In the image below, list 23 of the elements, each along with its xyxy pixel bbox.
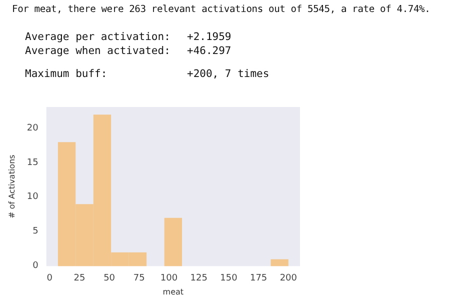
x-tick-label: 125 xyxy=(190,274,208,284)
x-tick-label: 50 xyxy=(104,274,116,284)
y-tick-label: 20 xyxy=(26,123,39,134)
x-tick-label: 150 xyxy=(220,274,238,284)
y-tick-label: 15 xyxy=(26,158,38,168)
y-tick-label: 0 xyxy=(32,261,39,272)
x-tick-label: 100 xyxy=(160,274,178,284)
x-tick-label: 0 xyxy=(46,274,53,284)
chart-title: For meat, there were 263 relevant activations out of 5545, a rate of 4.74%. xyxy=(12,4,430,15)
x-tick-label: 25 xyxy=(74,274,86,284)
y-axis-title: # of Activations xyxy=(8,154,16,218)
x-tick-label: 175 xyxy=(250,274,268,284)
x-axis-title: meat xyxy=(162,288,184,296)
text: +200, 7 times xyxy=(187,68,270,80)
text: Maximum buff: xyxy=(25,68,108,80)
text: Average when activated: xyxy=(25,45,172,57)
y-tick-label: 5 xyxy=(32,226,38,237)
y-tick-label: 10 xyxy=(26,192,39,202)
text: +2.1959 xyxy=(187,31,232,43)
text: Average per activation: xyxy=(25,31,172,43)
text: +46.297 xyxy=(187,45,232,57)
x-tick-label: 200 xyxy=(280,274,298,284)
x-tick-label: 75 xyxy=(133,274,145,284)
